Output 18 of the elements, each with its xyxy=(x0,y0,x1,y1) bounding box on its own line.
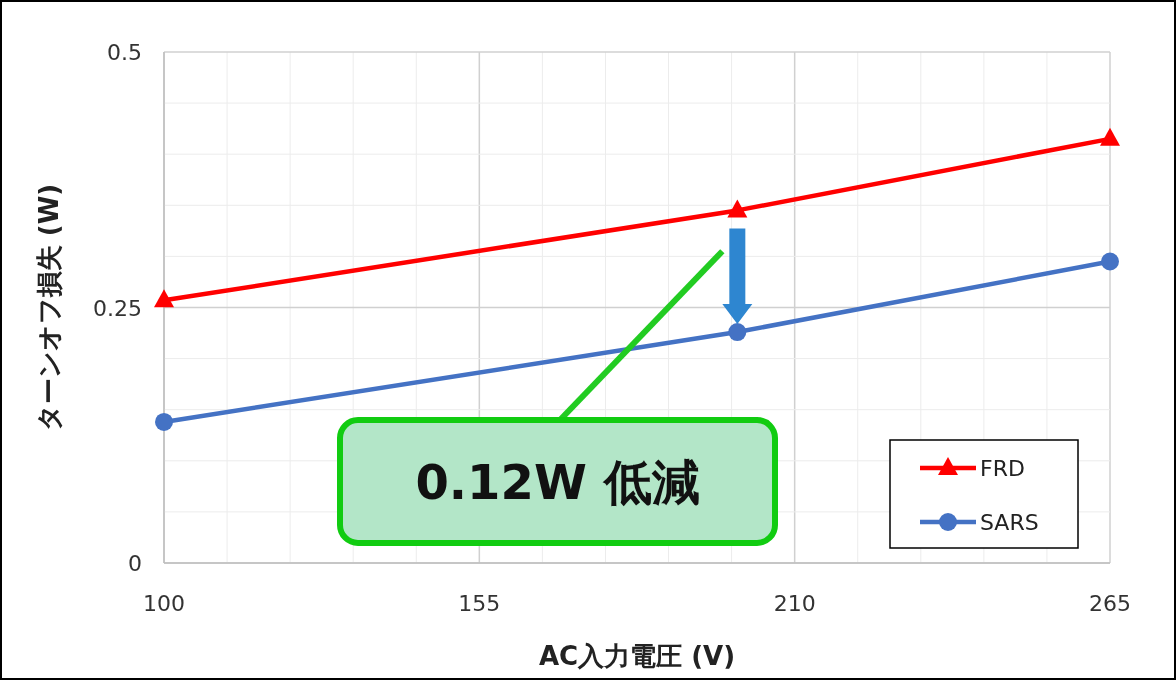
y-axis-title: ターンオフ損失 (W) xyxy=(34,183,64,432)
x-tick-label: 265 xyxy=(1089,591,1131,616)
x-tick-label: 100 xyxy=(143,591,185,616)
legend-label: SARS xyxy=(980,510,1039,535)
point xyxy=(728,323,747,342)
annotation: 0.12W 低減 xyxy=(415,453,700,510)
x-tick-label: 155 xyxy=(458,591,501,616)
point xyxy=(727,199,748,218)
x-tick-label: 210 xyxy=(773,591,816,616)
y-tick-label: 0.5 xyxy=(107,40,142,65)
point xyxy=(154,289,174,308)
point xyxy=(1100,127,1120,146)
y-tick-label: 0 xyxy=(128,551,142,576)
point xyxy=(1101,252,1119,271)
x-axis-title: AC入力電圧 (V) xyxy=(538,641,736,671)
y-tick-label: 0.25 xyxy=(93,295,142,321)
point xyxy=(155,412,173,431)
legend-label: FRD xyxy=(980,456,1025,481)
